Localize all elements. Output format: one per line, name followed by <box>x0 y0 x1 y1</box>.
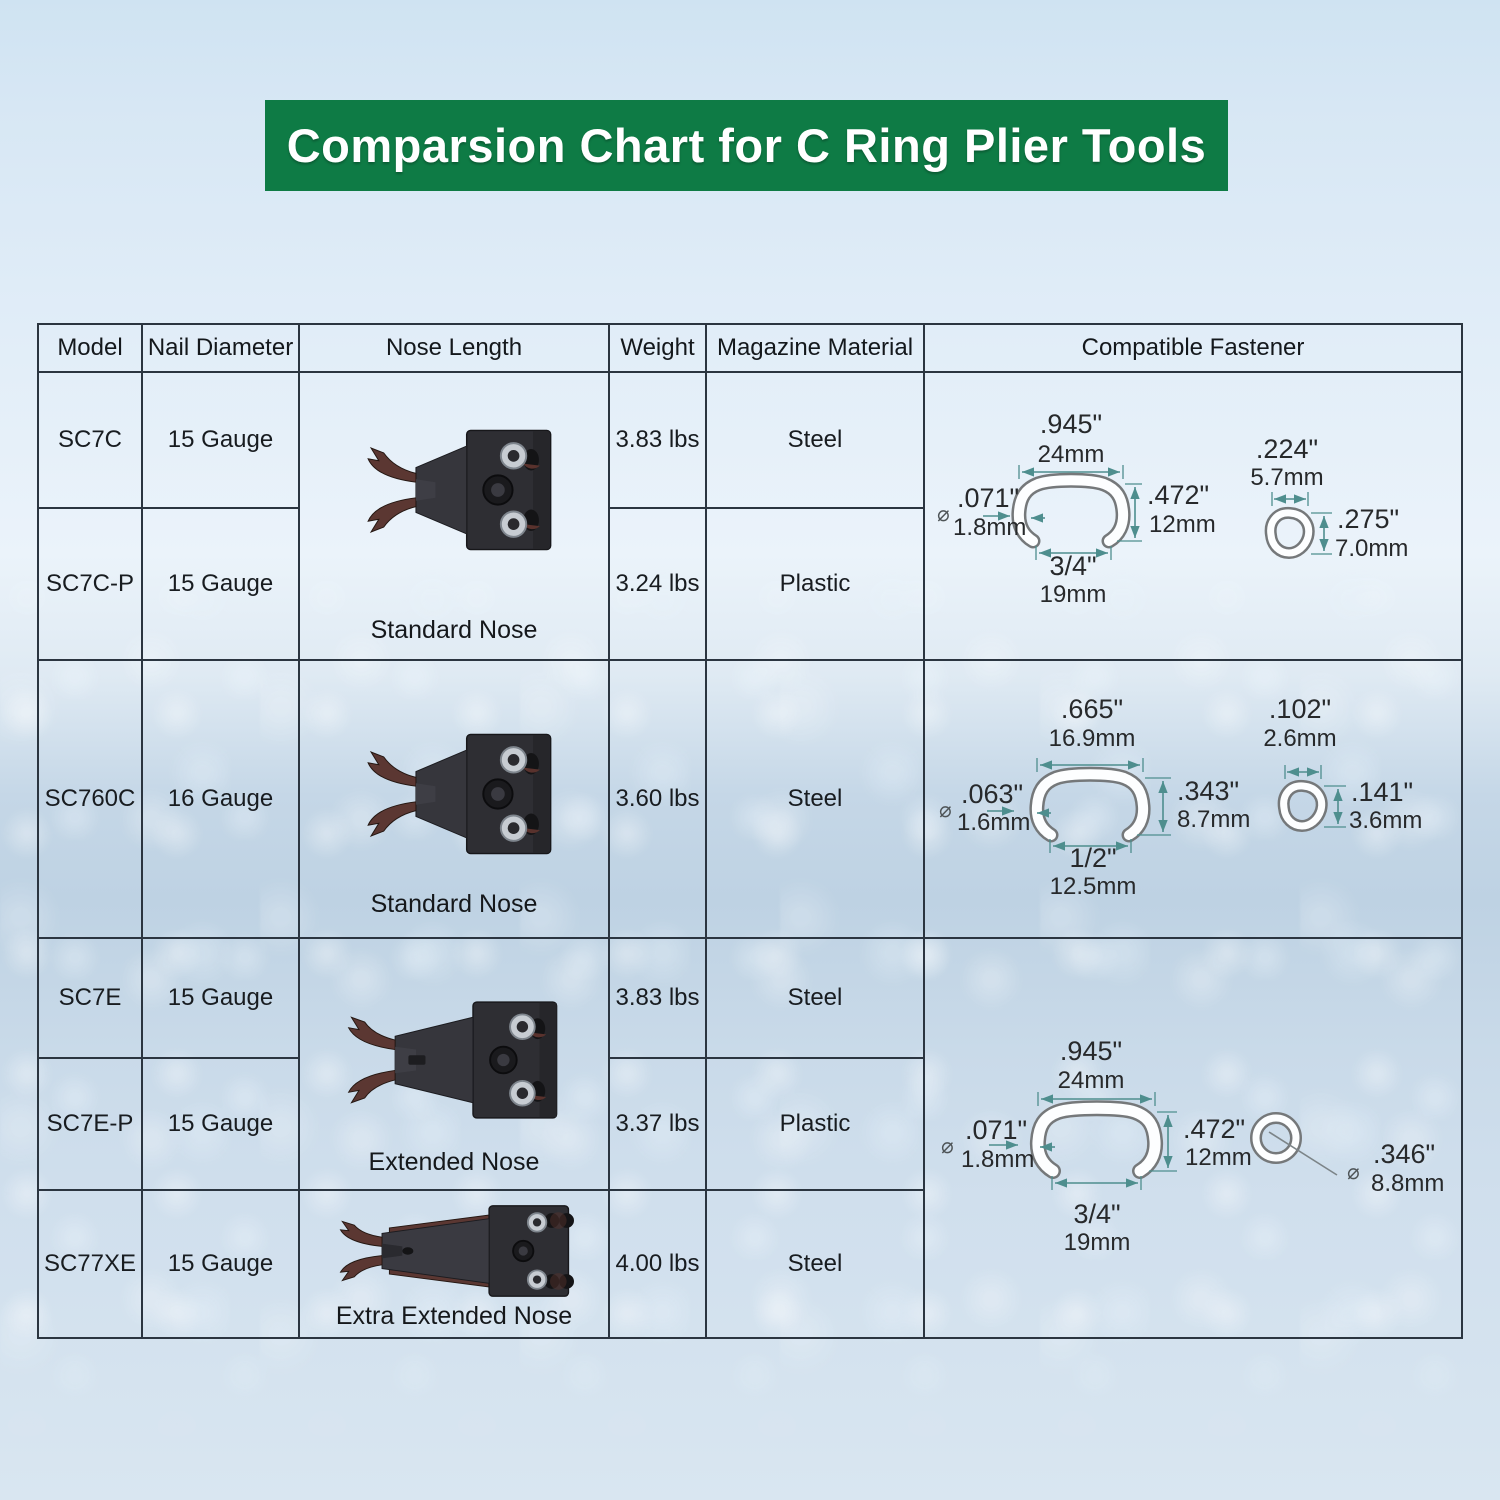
nose-label-extended: Extended Nose <box>368 1148 540 1176</box>
fastener-diagram-3: .945" 24mm ⌀ .071" 1.8mm .472" 12mm 3/4"… <box>941 1036 1444 1256</box>
header-compatible-fastener: Compatible Fastener <box>925 325 1461 373</box>
clip-bottom-mm: 19mm <box>1064 1229 1131 1256</box>
clip-dia-inch: .071" <box>965 1115 1027 1145</box>
clip-bottom-mm: 19mm <box>1040 581 1107 608</box>
nose-label-standard-1: Standard Nose <box>370 616 538 644</box>
weight-row3: 3.60 lbs <box>610 661 707 939</box>
nose-label-standard-2: Standard Nose <box>370 890 538 918</box>
plier-nose-extra-extended-image <box>339 1205 574 1297</box>
ring-diagram: .102" 2.6mm .141" 3.6mm <box>1263 694 1422 834</box>
diameter-symbol: ⌀ <box>941 1135 954 1158</box>
magazine-row4: Steel <box>707 939 925 1059</box>
nail-diameter-row4: 15 Gauge <box>143 939 300 1059</box>
nose-cell-extra-extended: Extra Extended Nose <box>300 1191 610 1337</box>
magazine-row5: Plastic <box>707 1059 925 1191</box>
clip-bottom-inch: 1/2" <box>1069 843 1116 873</box>
model-sc7e-p: SC7E-P <box>39 1059 143 1191</box>
clip-top-mm: 24mm <box>1038 441 1105 468</box>
fastener-cell-1: .945" 24mm ⌀ .071" 1.8mm .472" 12mm 3/4"… <box>925 373 1461 661</box>
fastener-diagram-2: .665" 16.9mm ⌀ .063" 1.6mm .343" 8.7mm 1… <box>939 694 1422 900</box>
ring-width-mm: 2.6mm <box>1263 725 1336 752</box>
model-sc760c: SC760C <box>39 661 143 939</box>
clip-dia-inch: .071" <box>957 483 1019 513</box>
title-banner: Comparsion Chart for C Ring Plier Tools <box>265 100 1228 191</box>
weight-row6: 4.00 lbs <box>610 1191 707 1337</box>
fastener-cell-3: .945" 24mm ⌀ .071" 1.8mm .472" 12mm 3/4"… <box>925 939 1461 1337</box>
plier-nose-standard-image <box>367 429 552 551</box>
magazine-row1: Steel <box>707 373 925 509</box>
model-sc7e: SC7E <box>39 939 143 1059</box>
clip-height-mm: 12mm <box>1149 511 1216 538</box>
clip-top-mm: 16.9mm <box>1049 725 1136 752</box>
weight-row1: 3.83 lbs <box>610 373 707 509</box>
nose-label-extra-extended: Extra Extended Nose <box>335 1302 573 1330</box>
clip-dia-mm: 1.6mm <box>957 809 1030 836</box>
magazine-row2: Plastic <box>707 509 925 661</box>
ring-dia-inch: .346" <box>1373 1139 1435 1169</box>
header-model: Model <box>39 325 143 373</box>
clip-dia-mm: 1.8mm <box>953 514 1026 541</box>
ring-width-mm: 5.7mm <box>1250 464 1323 491</box>
weight-row4: 3.83 lbs <box>610 939 707 1059</box>
nail-diameter-row6: 15 Gauge <box>143 1191 300 1337</box>
ring-height-inch: .275" <box>1337 504 1399 534</box>
fastener-cell-2: .665" 16.9mm ⌀ .063" 1.6mm .343" 8.7mm 1… <box>925 661 1461 939</box>
page-title: Comparsion Chart for C Ring Plier Tools <box>286 119 1207 172</box>
ring-height-mm: 3.6mm <box>1349 807 1422 834</box>
header-nose-length: Nose Length <box>300 325 610 373</box>
clip-height-mm: 12mm <box>1185 1144 1252 1171</box>
header-weight: Weight <box>610 325 707 373</box>
nail-diameter-row3: 16 Gauge <box>143 661 300 939</box>
ring-dia-mm: 8.8mm <box>1371 1170 1444 1197</box>
clip-top-mm: 24mm <box>1058 1067 1125 1094</box>
model-sc7c-p: SC7C-P <box>39 509 143 661</box>
magazine-row3: Steel <box>707 661 925 939</box>
model-sc7c: SC7C <box>39 373 143 509</box>
clip-height-inch: .472" <box>1147 480 1209 510</box>
weight-row5: 3.37 lbs <box>610 1059 707 1191</box>
comparison-table: Model Nail Diameter Nose Length Weight M… <box>37 323 1463 1339</box>
c-clip-diagram: .945" 24mm ⌀ .071" 1.8mm .472" 12mm 3/4"… <box>937 409 1216 608</box>
clip-top-inch: .945" <box>1060 1036 1122 1066</box>
nail-diameter-row5: 15 Gauge <box>143 1059 300 1191</box>
fastener-diagram-1: .945" 24mm ⌀ .071" 1.8mm .472" 12mm 3/4"… <box>937 409 1408 608</box>
model-sc77xe: SC77XE <box>39 1191 143 1337</box>
diameter-symbol: ⌀ <box>937 503 950 526</box>
clip-bottom-inch: 3/4" <box>1073 1199 1120 1229</box>
nose-cell-extended: Extended Nose <box>300 939 610 1191</box>
clip-bottom-mm: 12.5mm <box>1050 873 1137 900</box>
nail-diameter-row2: 15 Gauge <box>143 509 300 661</box>
nose-cell-standard-2: Standard Nose <box>300 661 610 939</box>
c-clip-diagram: .945" 24mm ⌀ .071" 1.8mm .472" 12mm 3/4"… <box>941 1036 1252 1256</box>
ring-height-mm: 7.0mm <box>1335 535 1408 562</box>
clip-height-inch: .343" <box>1177 776 1239 806</box>
clip-top-inch: .945" <box>1040 409 1102 439</box>
plier-nose-extended-image <box>347 1001 558 1119</box>
clip-dia-inch: .063" <box>961 779 1023 809</box>
header-magazine-material: Magazine Material <box>707 325 925 373</box>
diameter-symbol: ⌀ <box>1347 1161 1360 1184</box>
ring-height-inch: .141" <box>1351 777 1413 807</box>
magazine-row6: Steel <box>707 1191 925 1337</box>
diameter-symbol: ⌀ <box>939 799 952 822</box>
clip-height-mm: 8.7mm <box>1177 806 1250 833</box>
ring-width-inch: .102" <box>1269 694 1331 724</box>
nose-cell-standard-1: Standard Nose <box>300 373 610 661</box>
ring-diagram: ⌀ .346" 8.8mm <box>1250 1112 1444 1197</box>
plier-nose-standard-image <box>367 733 552 855</box>
c-clip-diagram: .665" 16.9mm ⌀ .063" 1.6mm .343" 8.7mm 1… <box>939 694 1250 900</box>
ring-diagram: .224" 5.7mm .275" 7.0mm <box>1250 434 1408 562</box>
nail-diameter-row1: 15 Gauge <box>143 373 300 509</box>
clip-top-inch: .665" <box>1061 694 1123 724</box>
clip-bottom-inch: 3/4" <box>1049 551 1096 581</box>
clip-dia-mm: 1.8mm <box>961 1146 1034 1173</box>
ring-width-inch: .224" <box>1256 434 1318 464</box>
weight-row2: 3.24 lbs <box>610 509 707 661</box>
clip-height-inch: .472" <box>1183 1114 1245 1144</box>
header-nail-diameter: Nail Diameter <box>143 325 300 373</box>
